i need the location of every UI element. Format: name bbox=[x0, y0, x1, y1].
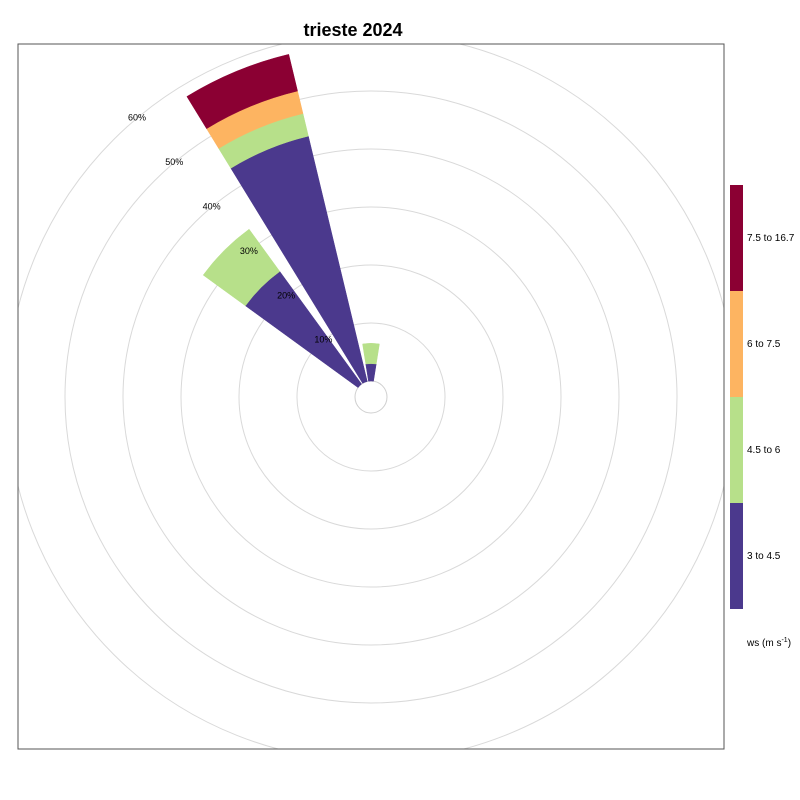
grid-ring bbox=[180, 206, 562, 588]
legend-unit-exponent: -1 bbox=[781, 637, 787, 644]
grid-ring bbox=[238, 264, 504, 530]
legend-label-3-to-4.5: 3 to 4.5 bbox=[747, 551, 781, 562]
plot-frame bbox=[17, 43, 725, 750]
ring-labels: 10% 20% 30% 40% 50% 60% bbox=[128, 113, 332, 345]
wind-wedges bbox=[186, 54, 380, 388]
legend-swatch-4.5-to-6 bbox=[730, 397, 743, 503]
grid-ring bbox=[64, 90, 678, 704]
wedge-n-3-to-4.5 bbox=[365, 363, 377, 382]
grid-ring bbox=[18, 44, 724, 749]
legend-label-7.5-to-16.7: 7.5 to 16.7 bbox=[747, 233, 795, 244]
ring-label-20: 20% bbox=[277, 290, 295, 300]
legend-unit-close: ) bbox=[788, 638, 791, 649]
wedge-nw-4.5-to-6 bbox=[202, 228, 281, 307]
legend-label-4.5-to-6: 4.5 to 6 bbox=[747, 445, 781, 456]
wedge-n-4.5-to-6 bbox=[362, 343, 380, 365]
ring-label-30: 30% bbox=[240, 246, 258, 256]
grid-ring bbox=[122, 148, 620, 646]
legend-swatch-3-to-4.5 bbox=[730, 503, 743, 609]
wedge-nnw-7.5-to-16.7 bbox=[186, 54, 298, 130]
chart-title: trieste 2024 bbox=[303, 20, 402, 40]
legend-swatch-6-to-7.5 bbox=[730, 291, 743, 397]
legend-unit-label: ws (m s-1) bbox=[746, 637, 791, 649]
legend-swatch-7.5-to-16.7 bbox=[730, 185, 743, 291]
grid-ring bbox=[296, 322, 446, 472]
legend-label-6-to-7.5: 6 to 7.5 bbox=[747, 339, 781, 350]
ring-label-10: 10% bbox=[314, 335, 332, 345]
speed-legend: 7.5 to 16.7 6 to 7.5 4.5 to 6 3 to 4.5 bbox=[730, 185, 795, 609]
ring-label-50: 50% bbox=[165, 157, 183, 167]
ring-label-60: 60% bbox=[128, 113, 146, 123]
ring-label-40: 40% bbox=[203, 201, 221, 211]
grid-rings bbox=[18, 44, 724, 749]
